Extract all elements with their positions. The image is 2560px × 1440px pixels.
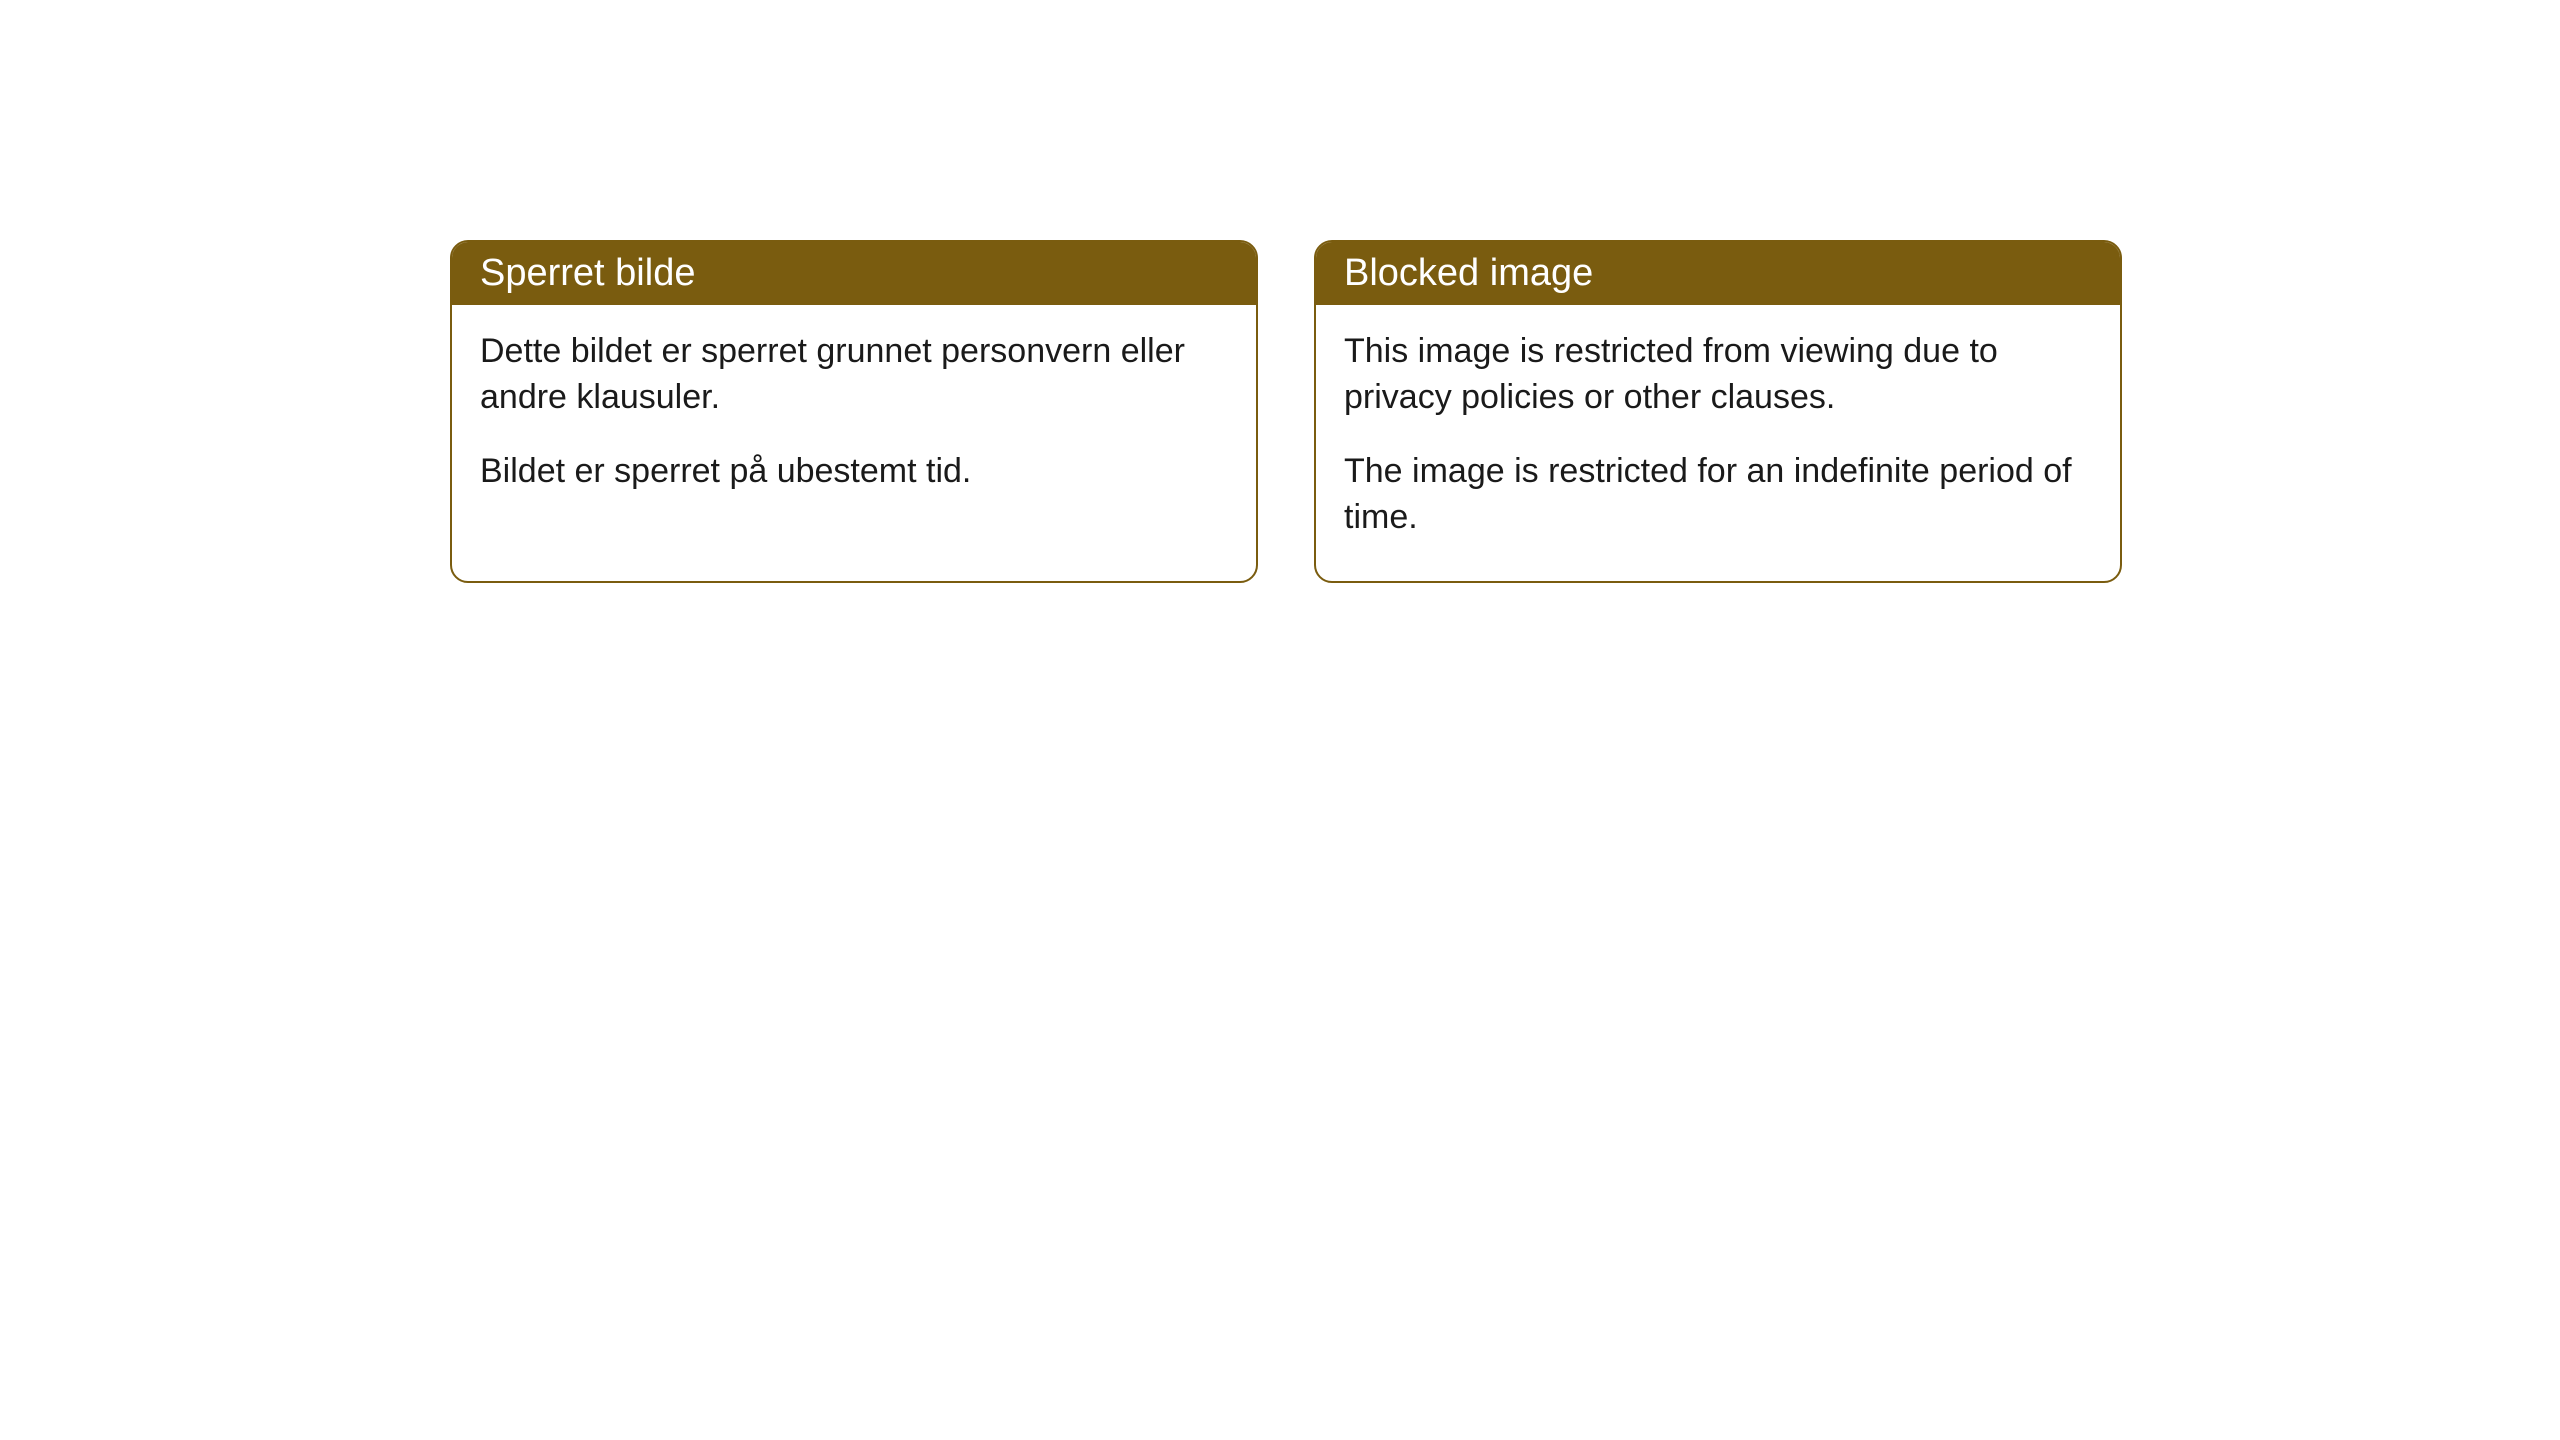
card-body-norwegian: Dette bildet er sperret grunnet personve…: [452, 305, 1256, 535]
card-paragraph-norwegian-2: Bildet er sperret på ubestemt tid.: [480, 449, 1228, 495]
card-english: Blocked image This image is restricted f…: [1314, 240, 2122, 583]
card-header-english: Blocked image: [1316, 242, 2120, 305]
card-title-english: Blocked image: [1344, 252, 1593, 294]
card-paragraph-norwegian-1: Dette bildet er sperret grunnet personve…: [480, 329, 1228, 421]
card-header-norwegian: Sperret bilde: [452, 242, 1256, 305]
card-paragraph-english-2: The image is restricted for an indefinit…: [1344, 449, 2092, 541]
card-paragraph-english-1: This image is restricted from viewing du…: [1344, 329, 2092, 421]
card-norwegian: Sperret bilde Dette bildet er sperret gr…: [450, 240, 1258, 583]
cards-container: Sperret bilde Dette bildet er sperret gr…: [450, 240, 2122, 583]
card-body-english: This image is restricted from viewing du…: [1316, 305, 2120, 581]
card-title-norwegian: Sperret bilde: [480, 252, 695, 294]
